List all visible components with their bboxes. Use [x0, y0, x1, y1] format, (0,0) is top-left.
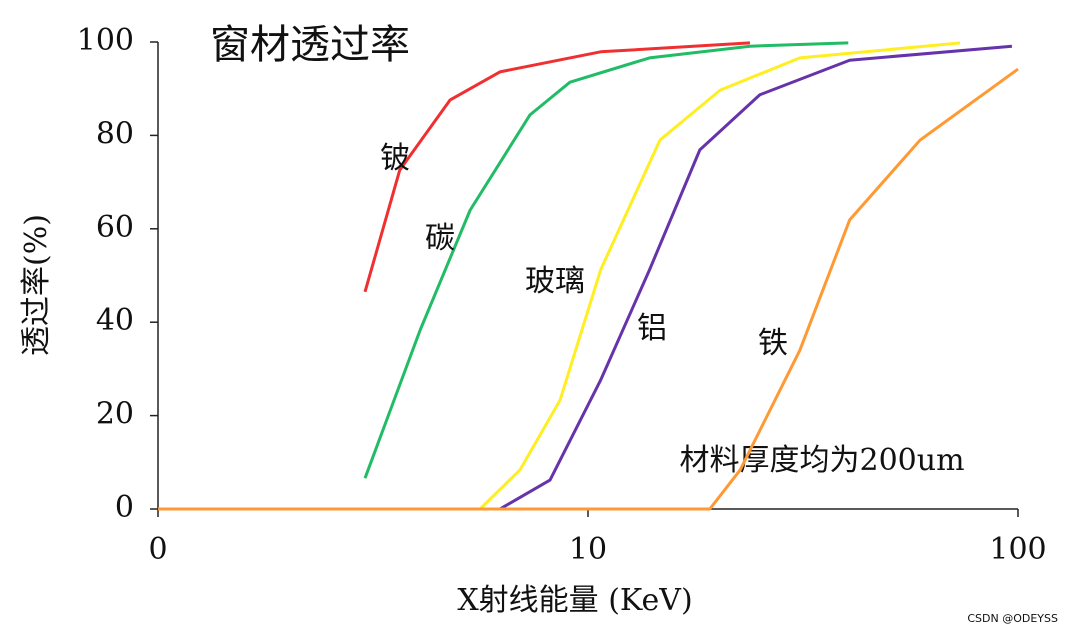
line — [158, 44, 1013, 511]
line — [158, 67, 1019, 511]
y-tick-label: 80 — [96, 116, 134, 151]
series-label: 碳 — [425, 221, 455, 256]
series-label: 铁 — [758, 326, 788, 361]
note: 材料厚度均为200um — [679, 443, 964, 478]
line — [363, 41, 849, 479]
watermark: CSDN @ODEYSS — [967, 612, 1058, 625]
line — [158, 41, 961, 511]
y-tick-label: 20 — [96, 397, 134, 432]
series-label: 铝 — [637, 311, 667, 346]
y-tick-label: 40 — [96, 303, 134, 338]
x-axis-label: X射线能量 (KeV) — [457, 583, 692, 618]
series-label: 玻璃 — [525, 264, 585, 299]
y-axis-label: 透过率(%) — [19, 214, 54, 356]
y-tick-label: 0 — [115, 490, 134, 525]
y-tick-label: 100 — [77, 23, 134, 58]
series-label: 铍 — [380, 141, 410, 176]
x-tick-label: 100 — [989, 532, 1046, 567]
chart-title: 窗材透过率 — [210, 22, 410, 68]
x-tick-label: 10 — [569, 532, 607, 567]
x-tick-label: 0 — [148, 532, 167, 567]
line — [363, 41, 751, 293]
y-tick-label: 60 — [96, 210, 134, 245]
